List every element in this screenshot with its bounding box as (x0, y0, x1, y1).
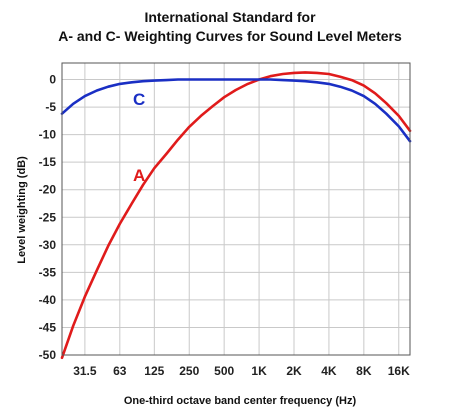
grid (62, 63, 410, 356)
x-tick-label: 16K (388, 364, 410, 378)
series-label-a: A (133, 166, 145, 185)
series-lines (60, 71, 412, 360)
x-axis-label: One-third octave band center frequency (… (124, 395, 357, 407)
y-tick-label: -5 (45, 100, 56, 114)
x-tick-label: 31.5 (73, 364, 97, 378)
y-tick-label: -50 (39, 348, 57, 362)
plot-frame (61, 62, 411, 356)
y-axis-label: Level weighting (dB) (16, 156, 28, 264)
x-tick-label: 1K (251, 364, 267, 378)
x-tick-label: 500 (214, 364, 234, 378)
chart-subtitle: A- and C- Weighting Curves for Sound Lev… (58, 28, 402, 44)
y-tick-label: -45 (39, 320, 57, 334)
y-tick-label: -40 (39, 293, 57, 307)
x-tick-label: 2K (286, 364, 302, 378)
y-axis-ticks: 0 -5 -10 -15 -20 -25 -30 -35 -40 -45 -50 (39, 73, 57, 362)
y-tick-label: 0 (49, 73, 56, 87)
x-tick-label: 63 (113, 364, 127, 378)
x-axis-ticks: 31.5 63 125 250 500 1K 2K 4K 8K 16K (73, 364, 410, 378)
y-tick-label: -35 (39, 265, 57, 279)
y-tick-label: -15 (39, 155, 57, 169)
x-tick-label: 250 (179, 364, 199, 378)
x-tick-label: 4K (321, 364, 337, 378)
y-tick-label: -10 (39, 128, 57, 142)
series-c-line (60, 78, 412, 143)
y-tick-label: -25 (39, 210, 57, 224)
series-a-line (60, 71, 412, 360)
chart-title: International Standard for (144, 9, 316, 25)
x-tick-label: 8K (356, 364, 372, 378)
series-label-c: C (133, 90, 145, 109)
y-tick-label: -30 (39, 238, 57, 252)
y-tick-label: -20 (39, 183, 57, 197)
x-tick-label: 125 (144, 364, 164, 378)
